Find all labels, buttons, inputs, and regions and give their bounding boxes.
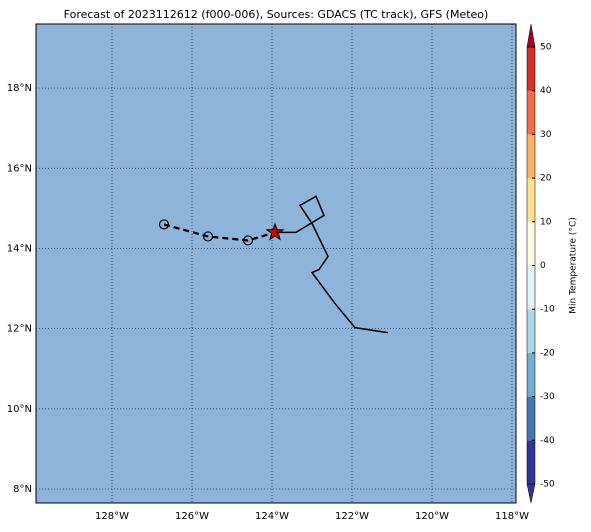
colorbar-tick-label: 40 xyxy=(540,86,552,96)
track-point xyxy=(202,231,214,242)
colorbar-tick-label: 20 xyxy=(540,174,552,184)
colorbar-band xyxy=(527,221,535,266)
y-tick-label: 12°N xyxy=(7,324,32,335)
colorbar-tick-label: 10 xyxy=(540,217,552,227)
colorbar-extend xyxy=(526,483,536,504)
x-tick-label: 128°W xyxy=(95,511,129,522)
colorbar-band xyxy=(527,134,535,179)
current-position xyxy=(265,222,285,241)
x-tick-label: 120°W xyxy=(415,511,449,522)
colorbar-tick-label: 50 xyxy=(540,43,552,53)
track-line xyxy=(163,223,276,242)
y-tick-label: 14°N xyxy=(7,243,32,254)
colorbar-tick-label: -30 xyxy=(540,392,555,402)
track-point xyxy=(242,235,254,246)
x-tick-label: 118°W xyxy=(495,511,529,522)
x-tick-label: 122°W xyxy=(335,511,369,522)
colorbar-extend xyxy=(526,23,536,48)
colorbar-band xyxy=(527,309,535,353)
colorbar-band xyxy=(527,265,535,310)
map-field xyxy=(36,24,516,503)
colorbar-band xyxy=(527,352,535,397)
map-frame xyxy=(35,23,517,504)
y-tick-label: 18°N xyxy=(7,83,32,94)
colorbar-band xyxy=(527,440,535,484)
colorbar-tick-label: 0 xyxy=(540,261,546,271)
colorbar-tick-label: -10 xyxy=(540,305,555,315)
colorbar-tick-label: -40 xyxy=(540,436,555,446)
colorbar-band xyxy=(527,178,535,222)
track-point xyxy=(158,219,170,230)
colorbar-label: Min Temperature (°C) xyxy=(569,217,579,314)
chart-title: Forecast of 2023112612 (f000-006), Sourc… xyxy=(64,8,489,21)
colorbar-band xyxy=(527,396,535,441)
colorbar-tick-label: -50 xyxy=(540,480,555,490)
colorbar-tick-label: -20 xyxy=(540,348,555,358)
y-tick-label: 8°N xyxy=(13,484,32,495)
y-tick-label: 10°N xyxy=(7,404,32,415)
outline-line xyxy=(275,195,389,334)
x-tick-label: 126°W xyxy=(175,511,209,522)
x-tick-label: 124°W xyxy=(255,511,289,522)
colorbar-band xyxy=(527,47,535,91)
colorbar-band xyxy=(527,90,535,135)
colorbar-tick-label: 30 xyxy=(540,130,552,140)
y-tick-label: 16°N xyxy=(7,163,32,174)
